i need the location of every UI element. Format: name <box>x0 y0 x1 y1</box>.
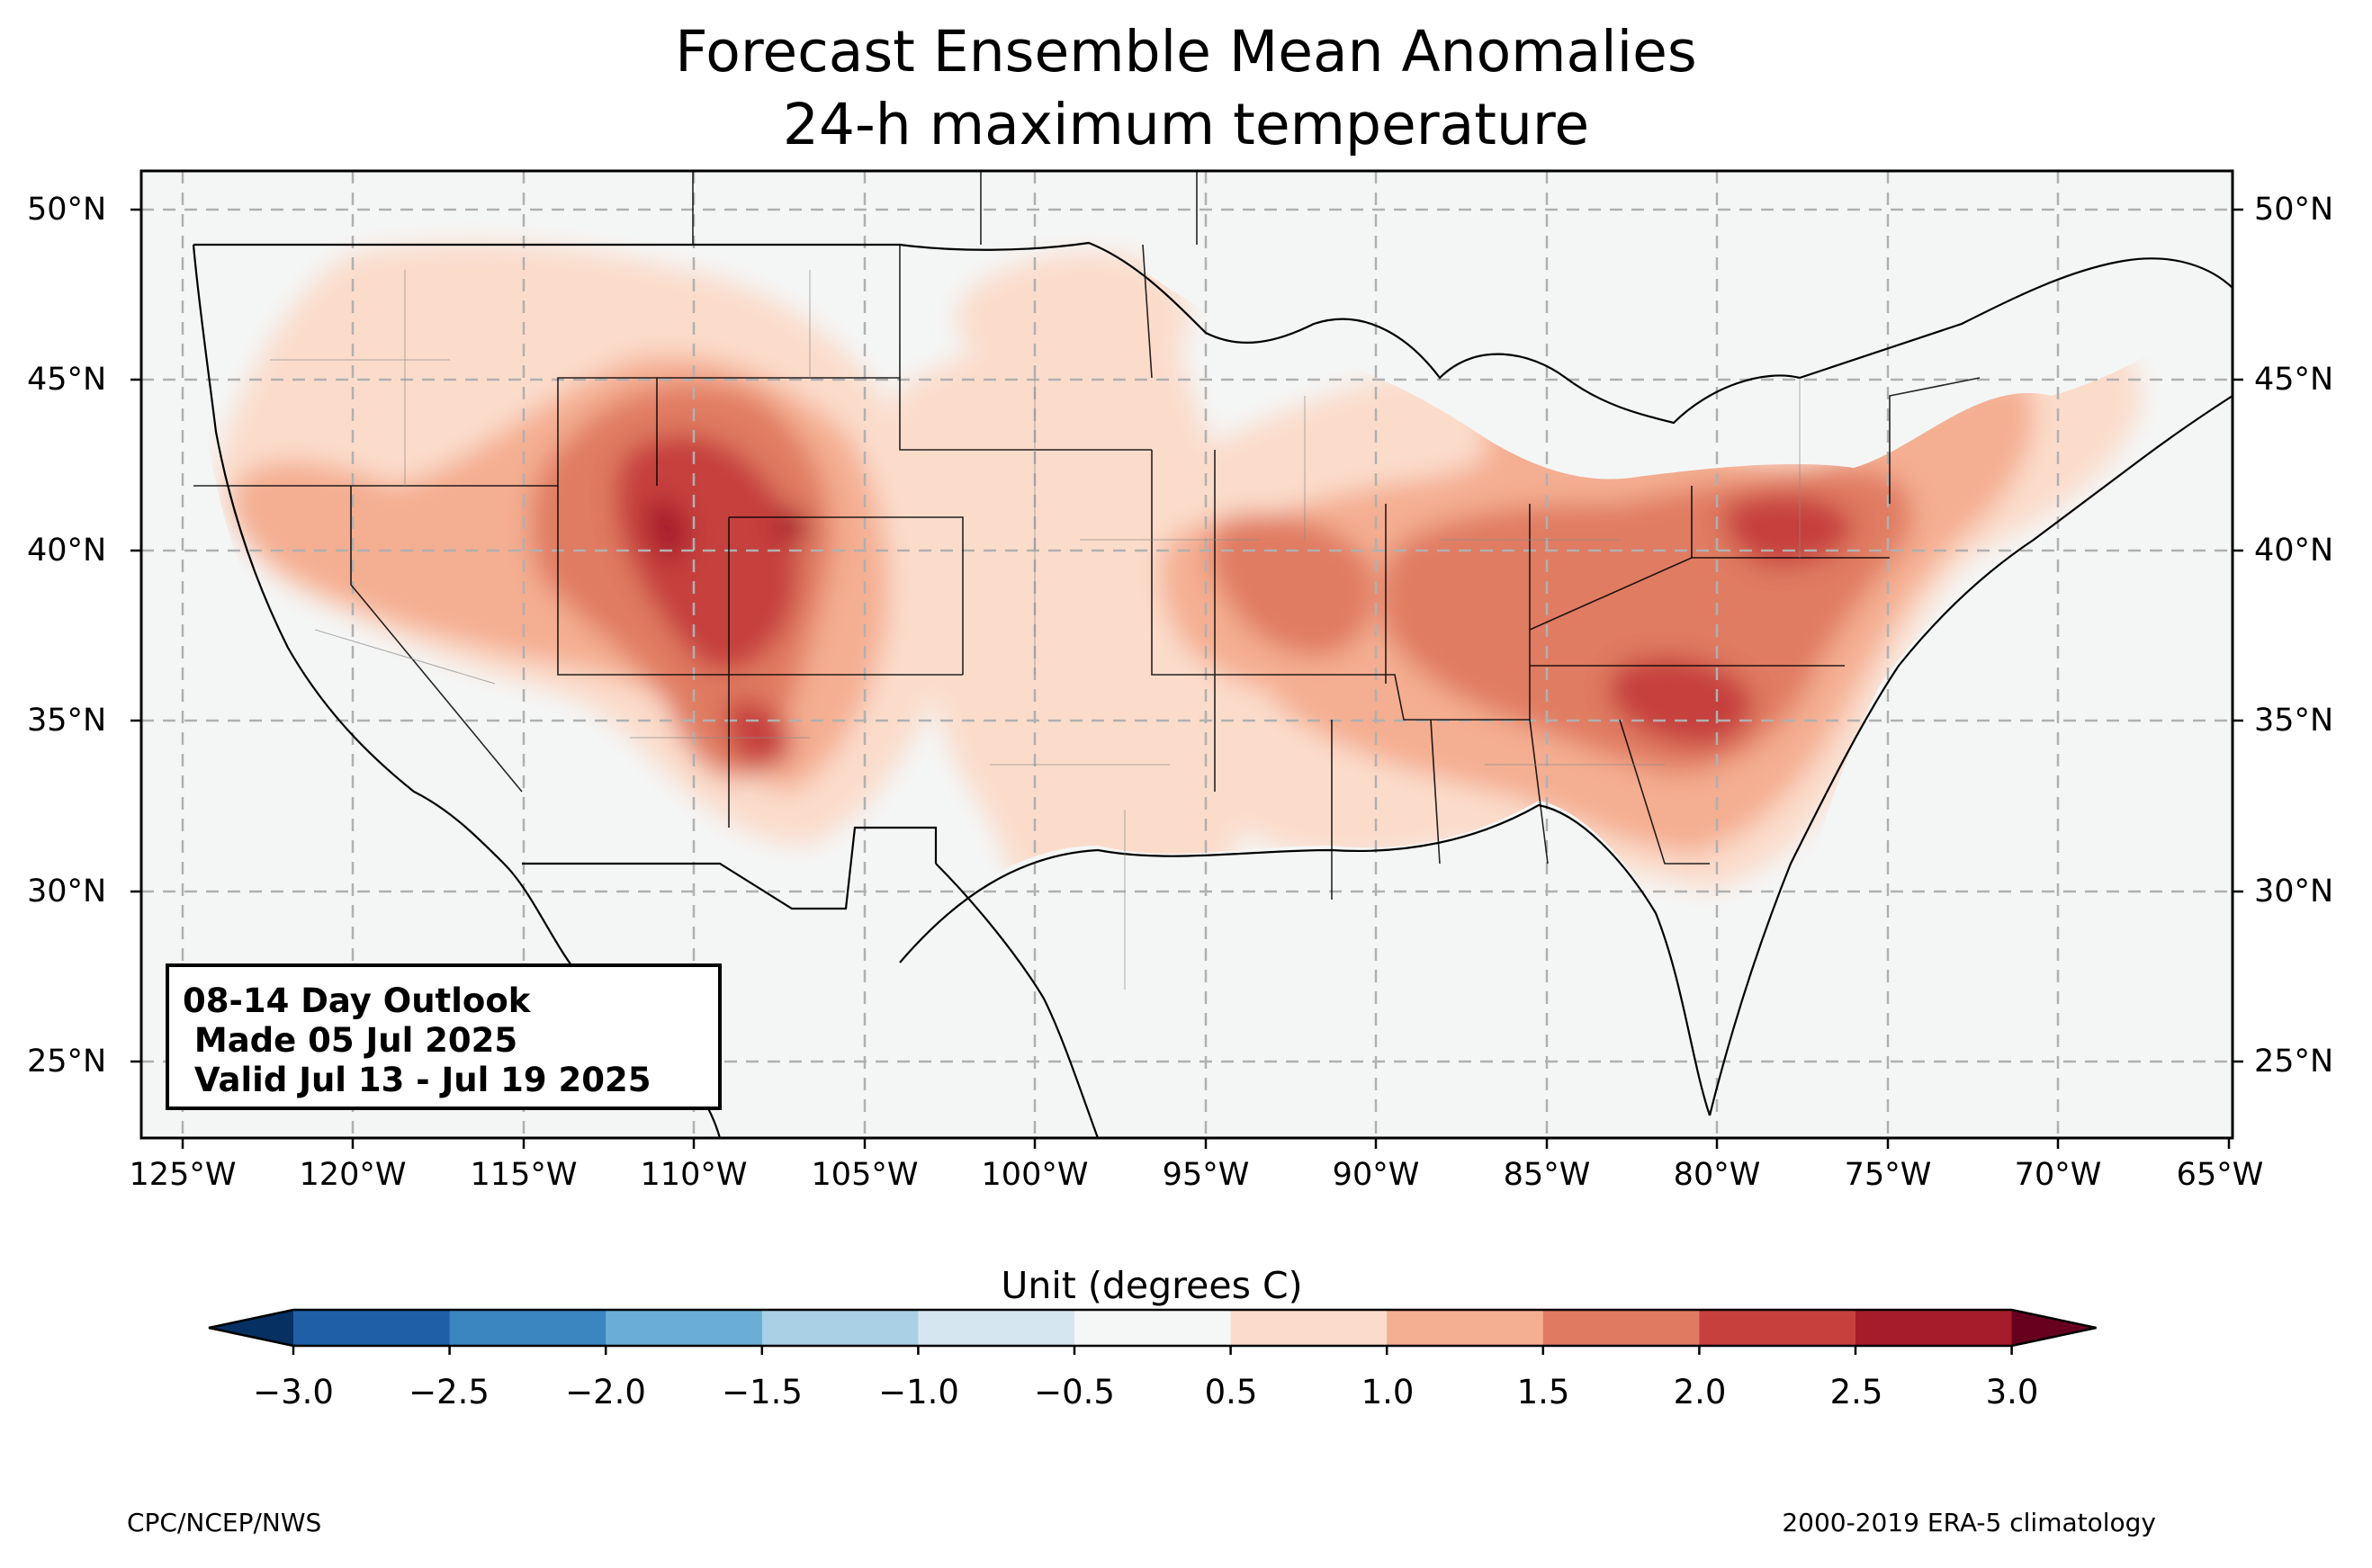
colorbar-tick-label: −0.5 <box>1034 1373 1115 1411</box>
lat-label-right: 30°N <box>2254 874 2334 909</box>
lat-label-left: 40°N <box>27 533 107 569</box>
lat-label-right: 45°N <box>2254 362 2334 398</box>
colorbar-segment <box>1230 1310 1388 1346</box>
outlook-period: 08-14 Day Outlook <box>183 981 531 1020</box>
colorbar-tick-label: 1.0 <box>1361 1373 1415 1411</box>
water-areas <box>141 171 2233 1138</box>
colorbar <box>208 1308 2097 1355</box>
anomaly-region-nm-core <box>725 699 792 768</box>
colorbar-segment <box>1855 1310 2013 1346</box>
lon-label: 95°W <box>1162 1157 1250 1193</box>
credit-source: CPC/NCEP/NWS <box>127 1508 322 1537</box>
map-frame <box>139 169 2234 1140</box>
anomaly-shading <box>216 242 2142 999</box>
anomaly-region-pa-core <box>1725 494 1854 567</box>
colorbar-segment <box>1542 1310 1700 1346</box>
anomaly-region-colorado-core <box>615 434 799 672</box>
lat-label-right: 35°N <box>2254 703 2334 739</box>
lon-label: 75°W <box>1844 1157 1932 1193</box>
colorbar-extend-high <box>2011 1310 2097 1346</box>
colorbar-segment <box>761 1310 919 1346</box>
lat-label-left: 45°N <box>27 362 107 398</box>
colorbar-tick-label: −2.5 <box>409 1373 490 1411</box>
colorbar-segment <box>1699 1310 1856 1346</box>
lon-label: 90°W <box>1332 1157 1420 1193</box>
axis-ticks <box>130 208 2243 1149</box>
chart-title: Forecast Ensemble Mean Anomalies <box>675 19 1697 85</box>
colorbar-tick-label: −1.0 <box>878 1373 959 1411</box>
colorbar-segment <box>606 1310 763 1346</box>
colorbar-segment <box>1074 1310 1232 1346</box>
colorbar-tick-label: 1.5 <box>1516 1373 1570 1411</box>
lon-label: 100°W <box>981 1157 1089 1193</box>
lat-label-right: 25°N <box>2254 1044 2334 1080</box>
lon-label: 125°W <box>129 1157 237 1193</box>
colorbar-tick-label: 3.0 <box>1985 1373 2039 1411</box>
lon-label: 120°W <box>299 1157 407 1193</box>
colorbar-tick-label: 2.0 <box>1673 1373 1727 1411</box>
colorbar-tick-label: −1.5 <box>722 1373 803 1411</box>
lon-label: 80°W <box>1673 1157 1761 1193</box>
lon-label: 110°W <box>640 1157 748 1193</box>
lat-label-left: 30°N <box>27 874 107 909</box>
outlook-valid-range: Valid Jul 13 - Jul 19 2025 <box>183 1061 651 1099</box>
colorbar-tick-label: 2.5 <box>1829 1373 1883 1411</box>
colorbar-segment <box>918 1310 1075 1346</box>
anomaly-region-plains-light <box>890 270 1278 963</box>
lat-label-left: 25°N <box>27 1044 107 1080</box>
lon-label: 70°W <box>2014 1157 2102 1193</box>
outlook-made-date: Made 05 Jul 2025 <box>183 1021 518 1060</box>
colorbar-label: Unit (degrees C) <box>1001 1264 1303 1307</box>
colorbar-tick-label: −3.0 <box>253 1373 334 1411</box>
lon-label: 85°W <box>1503 1157 1591 1193</box>
lon-label: 105°W <box>811 1157 919 1193</box>
lat-label-left: 35°N <box>27 703 107 739</box>
anomaly-region-north-light <box>956 252 1190 377</box>
colorbar-tick-label: −2.0 <box>565 1373 646 1411</box>
colorbar-segment <box>293 1310 451 1346</box>
lat-label-right: 40°N <box>2254 533 2334 569</box>
anomaly-region-peak <box>646 500 688 561</box>
colorbar-tick-label: 0.5 <box>1204 1373 1258 1411</box>
county-lines <box>270 270 1801 990</box>
colorbar-segment <box>449 1310 606 1346</box>
lon-label: 65°W <box>2176 1157 2264 1193</box>
outlook-info-box: 08-14 Day Outlook Made 05 Jul 2025 Valid… <box>166 963 722 1110</box>
state-lines <box>193 171 1981 900</box>
chart-subtitle: 24-h maximum temperature <box>782 92 1590 157</box>
lat-label-left: 50°N <box>27 192 107 228</box>
lat-label-right: 50°N <box>2254 192 2334 228</box>
colorbar-extend-low <box>209 1310 293 1346</box>
colorbar-segment <box>1387 1310 1544 1346</box>
credit-climatology: 2000-2019 ERA-5 climatology <box>1782 1508 2156 1537</box>
lon-label: 115°W <box>470 1157 578 1193</box>
coastlines-and-borders <box>192 241 2233 1138</box>
